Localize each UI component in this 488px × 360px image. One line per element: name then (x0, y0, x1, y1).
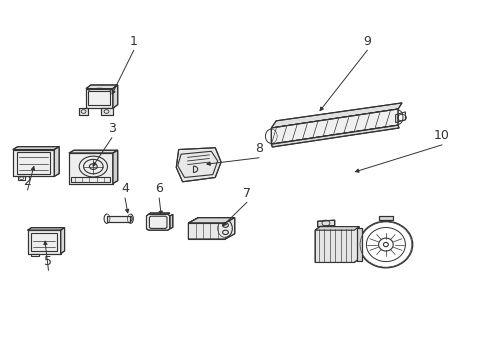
Text: 5: 5 (44, 255, 52, 268)
Polygon shape (315, 226, 358, 230)
Text: 2: 2 (23, 175, 31, 188)
Polygon shape (69, 150, 118, 153)
Text: 1: 1 (130, 35, 138, 48)
Polygon shape (113, 150, 118, 184)
Polygon shape (27, 230, 61, 253)
Polygon shape (13, 147, 59, 149)
Polygon shape (188, 218, 234, 223)
Polygon shape (356, 228, 361, 261)
Polygon shape (271, 125, 398, 147)
Polygon shape (113, 85, 118, 108)
Polygon shape (317, 220, 334, 226)
Polygon shape (176, 148, 221, 182)
Polygon shape (61, 228, 64, 253)
Polygon shape (148, 213, 169, 215)
Polygon shape (54, 147, 59, 176)
Text: 3: 3 (108, 122, 116, 135)
Polygon shape (27, 228, 64, 230)
Text: 9: 9 (363, 35, 370, 48)
Polygon shape (101, 108, 113, 115)
Text: 4: 4 (121, 183, 129, 195)
Polygon shape (107, 216, 130, 222)
Polygon shape (169, 215, 172, 229)
Text: 6: 6 (155, 183, 163, 195)
Polygon shape (271, 103, 401, 128)
Polygon shape (79, 108, 88, 115)
Polygon shape (315, 226, 358, 262)
Polygon shape (86, 85, 118, 89)
Polygon shape (271, 109, 397, 144)
Polygon shape (69, 153, 113, 184)
Text: 7: 7 (243, 187, 250, 200)
Text: 8: 8 (255, 142, 263, 155)
Polygon shape (188, 218, 234, 239)
Polygon shape (146, 215, 169, 230)
Polygon shape (13, 149, 54, 176)
Polygon shape (378, 216, 392, 220)
Polygon shape (86, 89, 113, 108)
Text: 10: 10 (433, 129, 449, 142)
